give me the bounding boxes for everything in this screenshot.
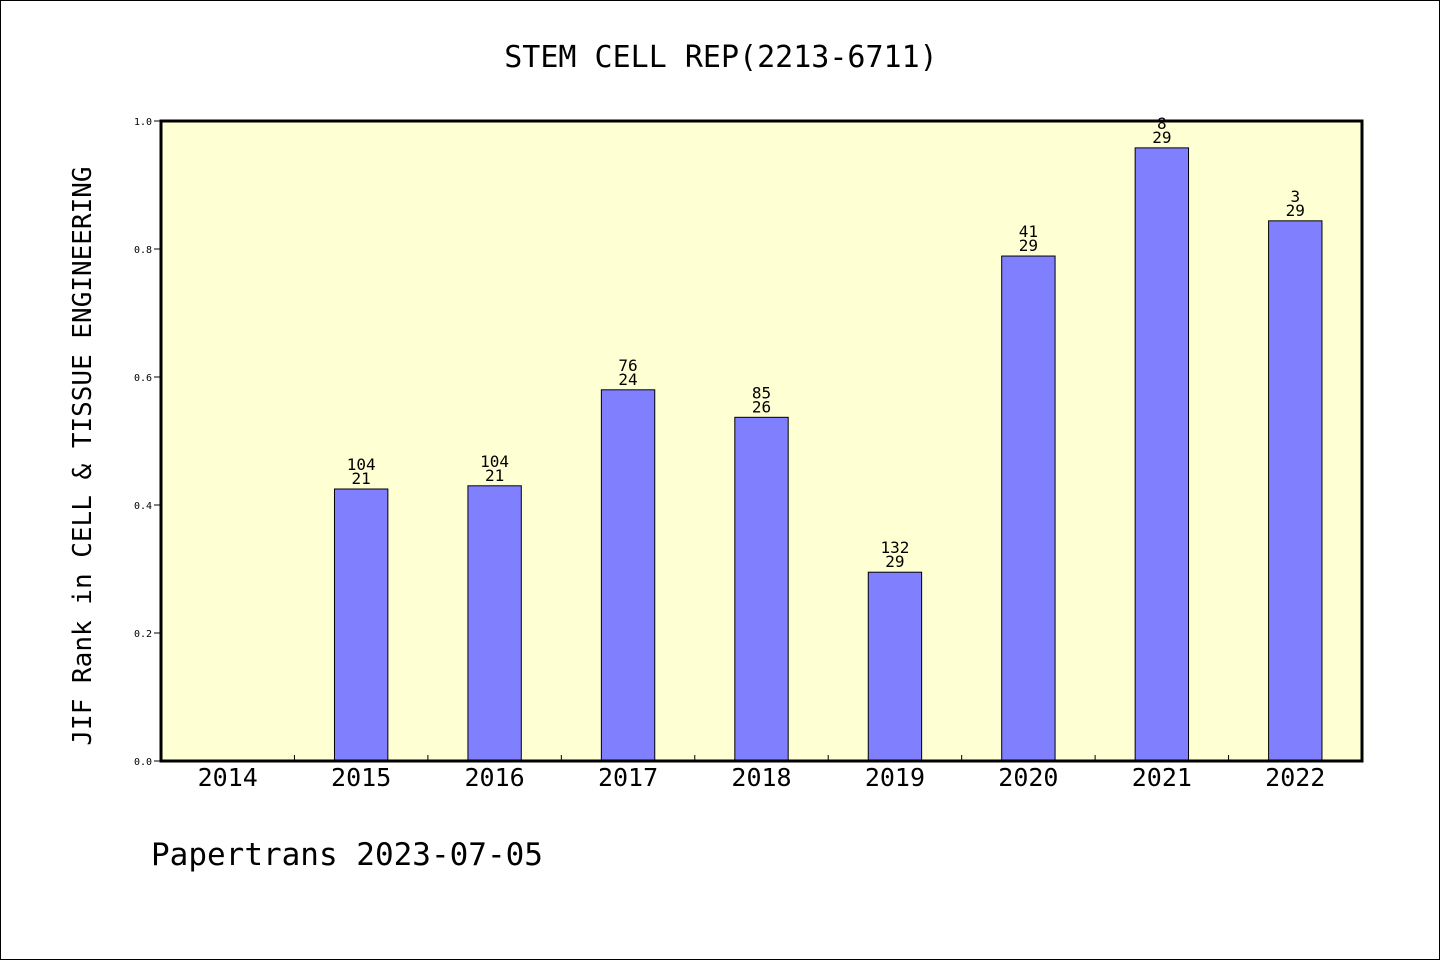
bar-label-rank: 3 bbox=[1290, 187, 1300, 206]
bar-label-total: 29 bbox=[1286, 201, 1305, 220]
bar-label-total: 26 bbox=[752, 397, 771, 416]
bar-2017 bbox=[600, 389, 656, 762]
x-tick-label: 2021 bbox=[1132, 763, 1192, 792]
x-tick-label: 2022 bbox=[1265, 763, 1325, 792]
bar-label-rank: 104 bbox=[347, 455, 376, 474]
bar-2021 bbox=[1134, 147, 1190, 762]
bar-label-total: 29 bbox=[1152, 128, 1171, 147]
bar-label-total: 21 bbox=[485, 466, 504, 485]
bar-2018 bbox=[734, 416, 789, 762]
bar-label-rank: 104 bbox=[480, 452, 509, 471]
bar-label-total: 24 bbox=[618, 370, 637, 389]
y-tick-label: 0.8 bbox=[134, 245, 152, 256]
plot-border bbox=[159, 119, 1364, 763]
x-tick-label: 2015 bbox=[331, 763, 391, 792]
bar-2019 bbox=[867, 571, 923, 762]
bar-2020 bbox=[1001, 255, 1056, 762]
bar-label-rank: 41 bbox=[1019, 222, 1038, 241]
bar-label-total: 29 bbox=[1019, 236, 1038, 255]
bar-2022 bbox=[1268, 220, 1323, 762]
y-tick-label: 0.6 bbox=[134, 373, 152, 384]
bar-label-rank: 85 bbox=[752, 383, 771, 402]
x-tick-label: 2018 bbox=[731, 763, 791, 792]
y-tick-label: 0.2 bbox=[134, 629, 152, 640]
x-tick-label: 2014 bbox=[198, 763, 258, 792]
bars bbox=[333, 147, 1323, 762]
x-tick-label: 2017 bbox=[598, 763, 658, 792]
bar-label-rank: 8 bbox=[1157, 114, 1167, 133]
x-tick-label: 2016 bbox=[465, 763, 525, 792]
x-ticks: 2014 2015 2016 2017 2018 2019 2020 2021 2022 bbox=[198, 755, 1325, 792]
bar-label-total: 21 bbox=[352, 469, 371, 488]
bar-2015 bbox=[333, 488, 389, 762]
bar-label-total: 29 bbox=[885, 552, 904, 571]
y-tick-label: 0.0 bbox=[134, 757, 152, 768]
y-ticks: 0.0 0.2 0.4 0.6 0.8 1.0 bbox=[134, 117, 161, 768]
bar-label-rank: 132 bbox=[880, 538, 909, 557]
y-axis-label: JIF Rank in CELL & TISSUE ENGINEERING bbox=[68, 166, 98, 745]
x-tick-label: 2020 bbox=[998, 763, 1058, 792]
x-tick-label: 2019 bbox=[865, 763, 925, 792]
y-tick-label: 1.0 bbox=[134, 117, 152, 128]
bar-label-rank: 76 bbox=[618, 356, 637, 375]
footer-text: Papertrans 2023-07-05 bbox=[151, 837, 543, 873]
y-tick-label: 0.4 bbox=[134, 501, 152, 512]
bar-2016 bbox=[467, 485, 522, 762]
chart-title: STEM CELL REP(2213-6711) bbox=[504, 40, 937, 75]
